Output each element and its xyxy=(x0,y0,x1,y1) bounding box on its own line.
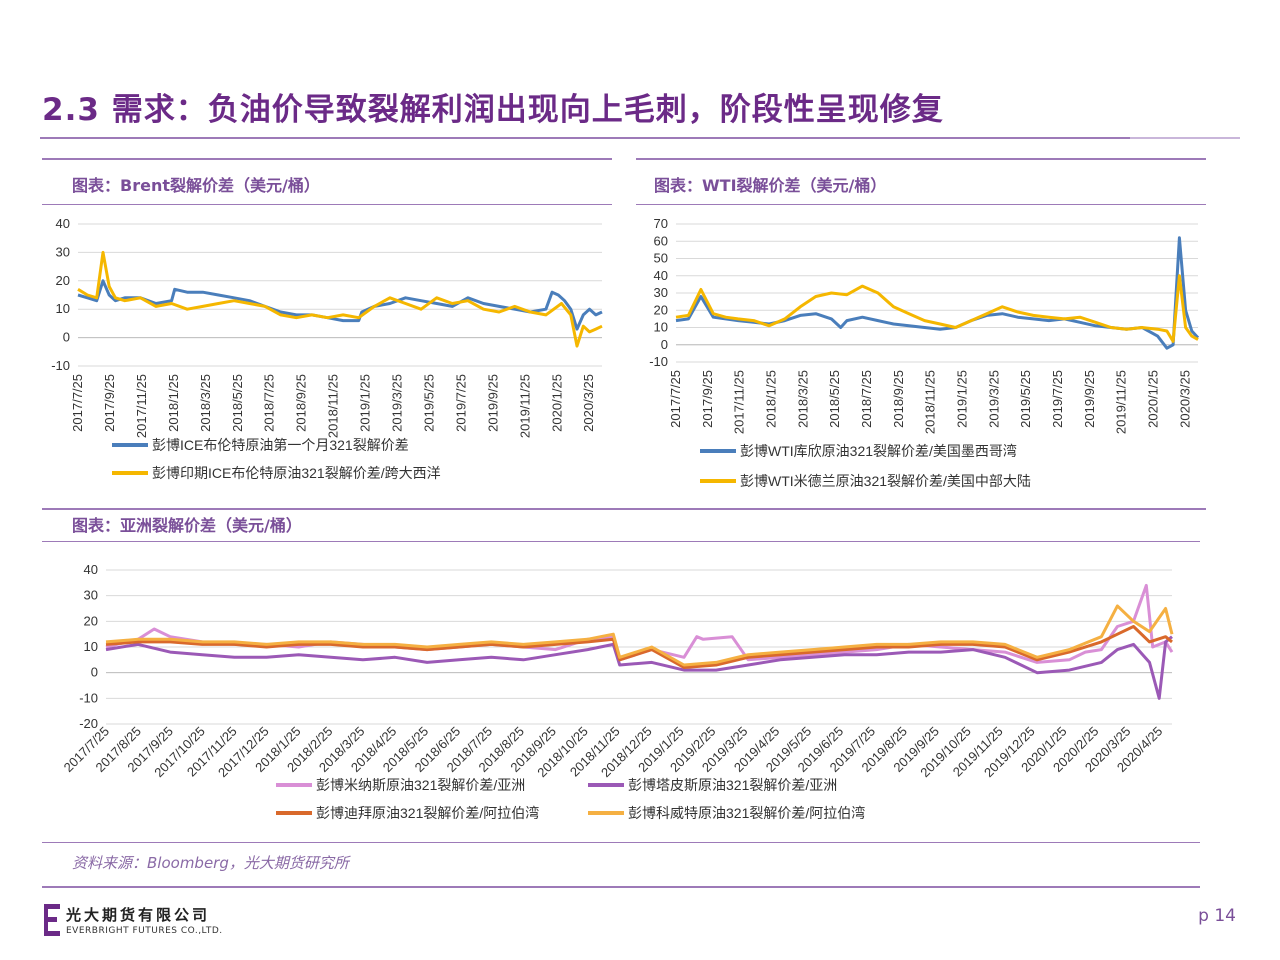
series-line-asia-2 xyxy=(105,625,1173,669)
asia-title-rule xyxy=(42,541,1200,542)
brent-top-rule xyxy=(42,158,612,160)
series-line-asia-0 xyxy=(105,583,1174,664)
legend-entry: 彭博WTI库欣原油321裂解价差/美国墨西哥湾 xyxy=(740,443,1017,459)
y-tick-label: -10 xyxy=(79,690,98,705)
x-tick-label: 2019/9/25 xyxy=(485,374,500,432)
source-bottom-rule xyxy=(42,886,1200,888)
source-top-rule xyxy=(42,842,1200,843)
x-tick-label: 2017/9/25 xyxy=(700,370,715,428)
company-name-en: EVERBRIGHT FUTURES CO.,LTD. xyxy=(66,926,223,936)
x-tick-label: 2020/3/25 xyxy=(581,374,596,432)
x-tick-label: 2018/1/25 xyxy=(166,374,181,432)
wti-top-rule xyxy=(636,158,1206,160)
legend-entry: 彭博米纳斯原油321裂解价差/亚洲 xyxy=(316,777,525,793)
page-title: 2.3 需求：负油价导致裂解利润出现向上毛刺，阶段性呈现修复 xyxy=(42,92,944,128)
legend-entry: 彭博迪拜原油321裂解价差/阿拉伯湾 xyxy=(316,805,539,821)
wti-panel-title: 图表：WTI裂解价差（美元/桶） xyxy=(654,176,887,195)
y-tick-label: 20 xyxy=(84,613,98,628)
y-tick-label: 40 xyxy=(84,562,98,577)
x-tick-label: 2018/7/25 xyxy=(859,370,874,428)
x-tick-label: 2017/7/25 xyxy=(70,374,85,432)
y-tick-label: 10 xyxy=(84,639,98,654)
x-tick-label: 2018/3/25 xyxy=(795,370,810,428)
source-note: 资料来源：Bloomberg，光大期货研究所 xyxy=(72,854,349,872)
x-tick-label: 2019/5/25 xyxy=(421,374,436,432)
x-tick-label: 2019/11/25 xyxy=(1114,370,1129,434)
x-tick-label: 2017/11/25 xyxy=(134,374,149,438)
title-underline xyxy=(40,137,1130,139)
x-tick-label: 2019/5/25 xyxy=(1018,370,1033,428)
legend-entry: 彭博ICE布伦特原油第一个月321裂解价差 xyxy=(152,437,409,453)
y-tick-label: -20 xyxy=(79,716,98,731)
page-number: p 14 xyxy=(1198,906,1236,926)
y-tick-label: 30 xyxy=(654,285,668,300)
x-tick-label: 2018/11/25 xyxy=(326,374,341,438)
x-tick-label: 2018/9/25 xyxy=(891,370,906,428)
legend-entry: 彭博塔皮斯原油321裂解价差/亚洲 xyxy=(628,777,837,793)
y-tick-label: 40 xyxy=(654,268,668,283)
y-tick-label: 50 xyxy=(654,251,668,266)
x-tick-label: 2018/3/25 xyxy=(198,374,213,432)
asia-top-rule xyxy=(42,508,1206,510)
y-tick-label: -10 xyxy=(51,358,70,373)
x-tick-label: 2018/9/25 xyxy=(294,374,309,432)
company-name-cn: 光大期货有限公司 xyxy=(66,906,211,924)
y-tick-label: 10 xyxy=(654,320,668,335)
company-logo-icon xyxy=(44,904,62,936)
x-tick-label: 2017/11/25 xyxy=(732,370,747,434)
y-tick-label: 30 xyxy=(56,244,70,259)
asia-panel-title: 图表：亚洲裂解价差（美元/桶） xyxy=(72,516,302,535)
series-line-asia-3 xyxy=(105,604,1174,667)
y-tick-label: 0 xyxy=(661,337,668,352)
series-line-asia-1 xyxy=(105,635,1173,700)
x-tick-label: 2020/1/25 xyxy=(549,374,564,432)
y-tick-label: 0 xyxy=(63,330,70,345)
x-tick-label: 2019/7/25 xyxy=(453,374,468,432)
x-tick-label: 2019/3/25 xyxy=(390,374,405,432)
x-tick-label: 2019/1/25 xyxy=(358,374,373,432)
x-tick-label: 2019/7/25 xyxy=(1050,370,1065,428)
title-underline-right xyxy=(1130,137,1240,139)
x-tick-label: 2018/1/25 xyxy=(763,370,778,428)
y-tick-label: -10 xyxy=(649,354,668,369)
x-tick-label: 2019/1/25 xyxy=(954,370,969,428)
x-tick-label: 2018/7/25 xyxy=(262,374,277,432)
brent-title-rule xyxy=(42,204,612,205)
y-tick-label: 40 xyxy=(56,216,70,231)
x-tick-label: 2018/5/25 xyxy=(827,370,842,428)
x-tick-label: 2019/11/25 xyxy=(517,374,532,438)
x-tick-label: 2018/5/25 xyxy=(230,374,245,432)
series-line-wti-1 xyxy=(675,274,1199,343)
x-tick-label: 2018/11/25 xyxy=(923,370,938,434)
x-tick-label: 2020/1/25 xyxy=(1145,370,1160,428)
y-tick-label: 60 xyxy=(654,233,668,248)
y-tick-label: 30 xyxy=(84,588,98,603)
x-tick-label: 2019/9/25 xyxy=(1082,370,1097,428)
x-tick-label: 2017/7/25 xyxy=(668,370,683,428)
wti-title-rule xyxy=(636,204,1206,205)
x-tick-label: 2019/3/25 xyxy=(986,370,1001,428)
y-tick-label: 0 xyxy=(91,665,98,680)
series-line-brent-1 xyxy=(77,250,603,348)
y-tick-label: 20 xyxy=(654,302,668,317)
brent-panel-title: 图表：Brent裂解价差（美元/桶） xyxy=(72,176,320,195)
legend-entry: 彭博WTI米德兰原油321裂解价差/美国中部大陆 xyxy=(740,473,1031,489)
legend-entry: 彭博印期ICE布伦特原油321裂解价差/跨大西洋 xyxy=(152,465,441,481)
y-tick-label: 70 xyxy=(654,216,668,231)
x-tick-label: 2017/9/25 xyxy=(102,374,117,432)
x-tick-label: 2020/3/25 xyxy=(1177,370,1192,428)
y-tick-label: 20 xyxy=(56,273,70,288)
y-tick-label: 10 xyxy=(56,301,70,316)
legend-entry: 彭博科威特原油321裂解价差/阿拉伯湾 xyxy=(628,805,865,821)
asia-crack-spread-chart: 403020100-10-202017/7/252017/8/252017/9/… xyxy=(61,562,1174,821)
